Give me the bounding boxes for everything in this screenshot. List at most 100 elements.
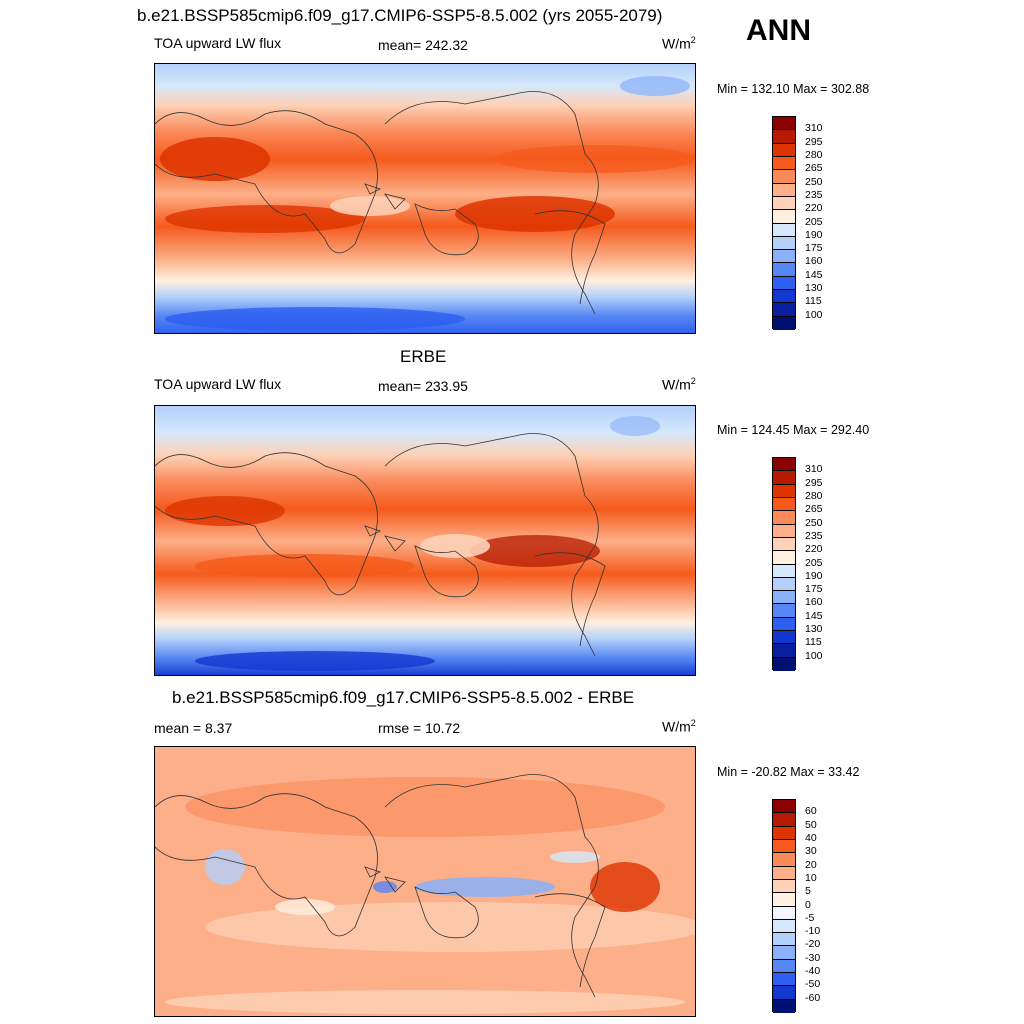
colorbar-tick-label: 160: [805, 596, 823, 609]
colorbar-tick-label: 60: [805, 805, 817, 818]
colorbar-segment: [773, 617, 795, 632]
colorbar-tick-label: 20: [805, 858, 817, 871]
colorbar-segment: [773, 879, 795, 894]
colorbar-segment: [773, 484, 795, 498]
colorbar-tick-label: -40: [805, 965, 821, 978]
panel3-map-field: [155, 747, 695, 1016]
panel1-map-field: [155, 64, 695, 333]
colorbar-segment: [773, 577, 795, 592]
colorbar-segment: [773, 959, 795, 974]
panel1-variable-label: TOA upward LW flux: [154, 35, 282, 51]
panel3-coastlines: [155, 774, 606, 998]
colorbar-tick-label: 175: [805, 242, 823, 255]
colorbar-segment: [773, 276, 795, 291]
colorbar-segment: [773, 644, 795, 658]
colorbar-tick-label: 250: [805, 175, 823, 188]
colorbar-segment: [773, 919, 795, 934]
colorbar-tick-label: 100: [805, 308, 823, 321]
colorbar-segment: [773, 657, 795, 671]
colorbar-tick-label: -20: [805, 938, 821, 951]
season-label: ANN: [746, 14, 811, 47]
colorbar-tick-label: 145: [805, 609, 823, 622]
panel3-rmse-label: rmse = 10.72: [378, 720, 461, 736]
colorbar-tick-label: 235: [805, 529, 823, 542]
colorbar-tick-label: 250: [805, 516, 823, 529]
colorbar-tick-label: 310: [805, 463, 823, 476]
colorbar-tick-label: 190: [805, 228, 823, 241]
colorbar-tick-label: 205: [805, 556, 823, 569]
colorbar-tick-label: 145: [805, 268, 823, 281]
colorbar-segment: [773, 866, 795, 880]
panel1-mean-label: mean= 242.32: [378, 37, 468, 53]
colorbar-segment: [773, 604, 795, 618]
colorbar-segment: [773, 130, 795, 144]
colorbar-tick-label: 30: [805, 845, 817, 858]
colorbar-tick-label: 265: [805, 503, 823, 516]
colorbar-segment: [773, 223, 795, 237]
panel2-coastlines: [155, 433, 606, 657]
colorbar-tick-label: 175: [805, 583, 823, 596]
panel2-map: [154, 405, 696, 676]
colorbar-tick-label: 280: [805, 489, 823, 502]
colorbar-tick-label: 115: [805, 295, 822, 308]
colorbar-segment: [773, 497, 795, 512]
colorbar-segment: [773, 143, 795, 157]
colorbar-tick-label: 220: [805, 543, 823, 556]
colorbar-tick-label: 0: [805, 898, 811, 911]
colorbar-tick-label: 115: [805, 636, 822, 649]
colorbar-segment: [773, 853, 795, 867]
colorbar-tick-label: -5: [805, 911, 815, 924]
colorbar-tick-label: 130: [805, 282, 823, 295]
colorbar-segment: [773, 236, 795, 251]
colorbar-tick-label: 295: [805, 476, 823, 489]
colorbar-segment: [773, 933, 795, 947]
panel3-units: W/m2: [662, 718, 696, 735]
colorbar-tick-label: 190: [805, 569, 823, 582]
colorbar-segment: [773, 471, 795, 485]
colorbar-tick-label: 10: [805, 871, 817, 884]
colorbar-segment: [773, 946, 795, 960]
panel1-minmax: Min = 132.10 Max = 302.88: [717, 82, 870, 96]
colorbar-segment: [773, 458, 795, 472]
colorbar-segment: [773, 906, 795, 920]
colorbar-tick-label: 205: [805, 215, 823, 228]
panel2-mean-label: mean= 233.95: [378, 378, 468, 394]
panel2-colorbar: [772, 457, 796, 671]
colorbar-tick-label: 5: [805, 885, 811, 898]
panel1-map: [154, 63, 696, 334]
colorbar-segment: [773, 537, 795, 552]
colorbar-tick-label: 310: [805, 122, 823, 135]
colorbar-segment: [773, 316, 795, 330]
colorbar-tick-label: -50: [805, 978, 821, 991]
case-title: b.e21.BSSP585cmip6.f09_g17.CMIP6-SSP5-8.…: [137, 6, 663, 25]
panel3-mean-label: mean = 8.37: [154, 720, 233, 736]
panel3-map: [154, 746, 696, 1017]
panel1-units: W/m2: [662, 35, 696, 52]
colorbar-segment: [773, 170, 795, 184]
panel1-colorbar: [772, 116, 796, 330]
colorbar-tick-label: -60: [805, 991, 821, 1004]
colorbar-segment: [773, 196, 795, 211]
colorbar-segment: [773, 813, 795, 827]
panel3-colorbar: [772, 799, 796, 1013]
colorbar-segment: [773, 290, 795, 304]
colorbar-segment: [773, 893, 795, 907]
colorbar-segment: [773, 511, 795, 525]
colorbar-segment: [773, 117, 795, 131]
colorbar-tick-label: 220: [805, 202, 823, 215]
colorbar-tick-label: -30: [805, 951, 821, 964]
colorbar-tick-label: 100: [805, 649, 823, 662]
colorbar-tick-label: 130: [805, 623, 823, 636]
colorbar-segment: [773, 303, 795, 317]
colorbar-segment: [773, 564, 795, 578]
panel1-coastlines: [155, 91, 606, 315]
colorbar-segment: [773, 800, 795, 814]
colorbar-segment: [773, 210, 795, 224]
panel2-minmax: Min = 124.45 Max = 292.40: [717, 423, 870, 437]
colorbar-segment: [773, 524, 795, 538]
colorbar-segment: [773, 839, 795, 854]
colorbar-segment: [773, 156, 795, 171]
colorbar-tick-label: 40: [805, 831, 817, 844]
colorbar-segment: [773, 183, 795, 197]
colorbar-segment: [773, 999, 795, 1013]
